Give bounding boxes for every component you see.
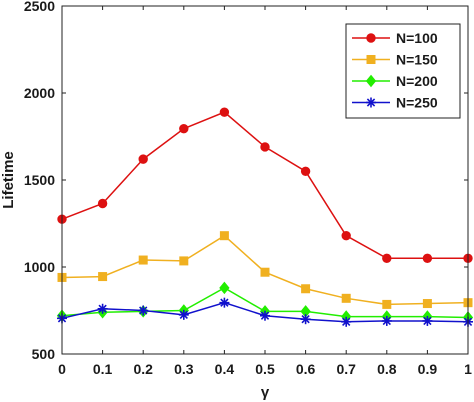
x-tick-label: 0.6 <box>296 361 316 377</box>
x-tick-label: 0.3 <box>174 361 194 377</box>
plot-frame <box>61 5 469 355</box>
y-tick-label: 2500 <box>24 0 55 14</box>
x-tick-label: 0.5 <box>255 361 275 377</box>
legend-marker-n-150 <box>366 55 376 64</box>
series-line-n-100 <box>61 111 468 260</box>
y-tick-label: 2000 <box>24 85 55 101</box>
star-stroke <box>260 311 270 320</box>
data-point-n-250 <box>300 314 311 325</box>
star-stroke <box>382 316 391 326</box>
data-point-n-150 <box>260 267 270 277</box>
legend: N=100 N=150 N=200 N=250 <box>345 23 461 119</box>
x-tick-label: 0.1 <box>93 361 113 377</box>
series-n-150 <box>57 231 473 309</box>
legend-marker-n-250 <box>366 97 376 108</box>
y-axis-label: Lifetime <box>0 151 17 209</box>
star-stroke <box>98 304 107 313</box>
data-point-n-250 <box>341 316 352 327</box>
data-point-n-150 <box>422 299 432 309</box>
data-point-n-150 <box>382 299 392 309</box>
tick-layer: 0 0.1 0.2 0.3 0.4 0.5 0.6 0.7 0.8 0.9 150010001500… <box>24 0 472 377</box>
data-point-n-100 <box>97 198 108 209</box>
legend-label-n-150: N=150 <box>396 52 438 68</box>
legend-item-n-200: N=200 <box>352 73 438 89</box>
star-stroke <box>342 317 351 326</box>
legend-label-n-200: N=200 <box>396 73 438 89</box>
legend-label-n-250: N=250 <box>396 95 438 111</box>
data-point-n-250 <box>178 309 189 320</box>
data-point-n-150 <box>219 231 229 241</box>
star-stroke <box>220 298 229 307</box>
data-point-n-100 <box>382 253 392 263</box>
data-point-n-150 <box>179 256 189 266</box>
x-tick-label: 1 <box>464 361 472 377</box>
y-tick-label: 500 <box>32 346 56 362</box>
legend-item-n-150: N=150 <box>352 52 438 68</box>
data-point-n-100 <box>341 230 351 241</box>
legend-item-n-250: N=250 <box>352 95 438 111</box>
data-point-n-100 <box>138 154 148 164</box>
x-tick-label: 0.2 <box>133 361 153 377</box>
x-tick-label: 0 <box>58 361 66 377</box>
legend-marker-n-200 <box>365 74 377 88</box>
star-stroke <box>139 306 148 315</box>
data-point-n-250 <box>260 310 270 321</box>
data-point-n-250 <box>381 315 392 326</box>
legend-marker-n-100 <box>366 33 376 43</box>
legend-item-n-100: N=100 <box>352 30 438 46</box>
star-stroke <box>423 316 432 326</box>
star-stroke <box>179 310 188 320</box>
data-point-n-150 <box>138 255 148 265</box>
y-tick-label: 1500 <box>24 172 55 188</box>
x-tick-label: 0.4 <box>215 361 235 377</box>
data-point-n-250 <box>138 305 149 316</box>
series-n-100 <box>57 107 473 263</box>
data-point-n-100 <box>300 166 311 177</box>
star-stroke <box>366 98 376 107</box>
data-point-n-150 <box>341 293 351 303</box>
data-point-n-100 <box>422 253 433 263</box>
legend-label-n-100: N=100 <box>396 30 438 46</box>
data-point-n-250 <box>97 303 108 314</box>
data-point-n-250 <box>422 315 433 326</box>
data-point-n-200 <box>219 281 230 295</box>
series-layer <box>56 107 474 327</box>
data-point-n-100 <box>219 107 230 117</box>
x-axis-label: γ <box>261 384 270 401</box>
y-tick-label: 1000 <box>24 259 55 275</box>
data-point-n-250 <box>219 297 230 308</box>
x-tick-label: 0.7 <box>336 361 356 377</box>
data-point-n-150 <box>98 272 108 282</box>
data-point-n-100 <box>179 123 189 134</box>
data-point-n-100 <box>260 142 270 152</box>
x-tick-label: 0.8 <box>377 361 397 377</box>
data-point-n-150 <box>301 284 311 294</box>
star-stroke <box>301 315 310 324</box>
series-n-250 <box>57 297 473 327</box>
x-tick-label: 0.9 <box>418 361 438 377</box>
